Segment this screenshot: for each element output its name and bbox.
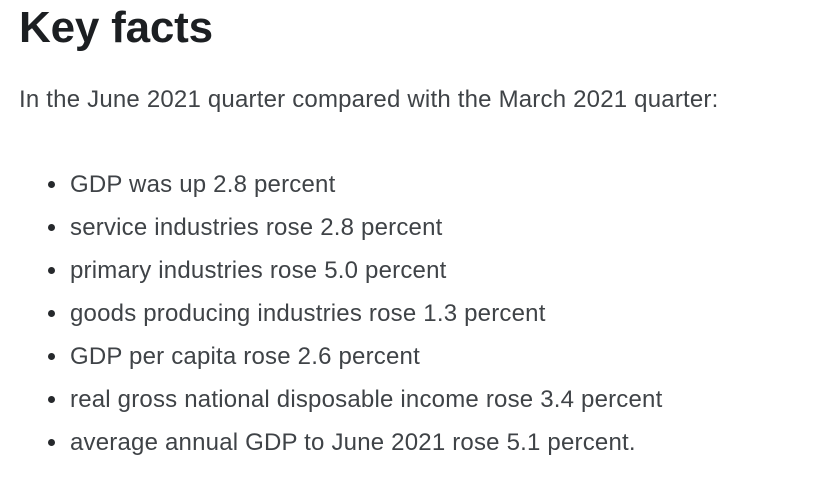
list-item: GDP per capita rose 2.6 percent	[19, 342, 815, 372]
list-item: goods producing industries rose 1.3 perc…	[19, 299, 815, 329]
key-facts-list: GDP was up 2.8 percent service industries…	[19, 170, 815, 458]
list-item: average annual GDP to June 2021 rose 5.1…	[19, 428, 815, 458]
list-item: real gross national disposable income ro…	[19, 385, 815, 415]
intro-text: In the June 2021 quarter compared with t…	[19, 85, 719, 113]
list-item: service industries rose 2.8 percent	[19, 213, 815, 243]
list-item: primary industries rose 5.0 percent	[19, 256, 815, 286]
list-item: GDP was up 2.8 percent	[19, 170, 815, 200]
page-title: Key facts	[19, 3, 213, 52]
